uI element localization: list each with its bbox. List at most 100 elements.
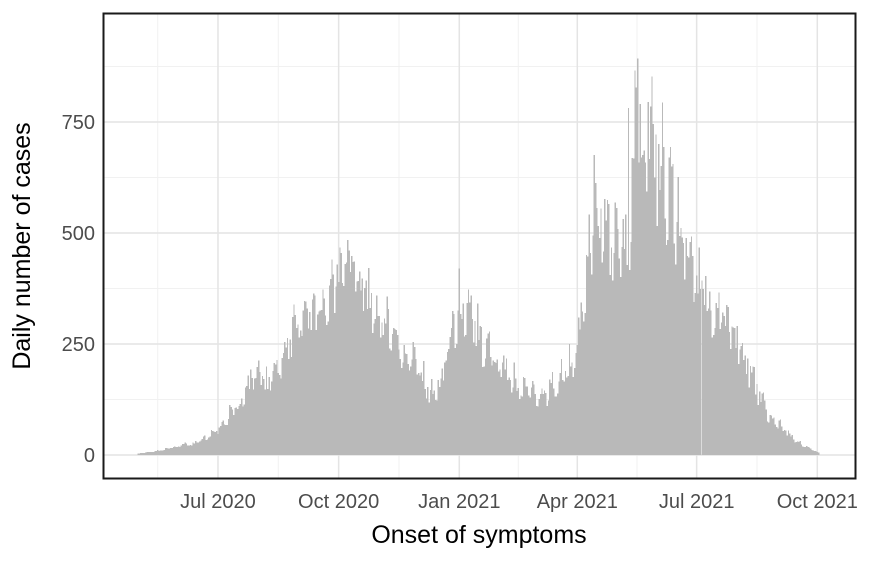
daily-case-bar (444, 362, 446, 455)
x-tick-label: Jul 2021 (659, 491, 735, 513)
daily-case-bar (539, 394, 542, 455)
daily-case-bar (438, 387, 441, 455)
daily-case-bar (703, 304, 706, 455)
daily-case-bar (138, 453, 140, 455)
daily-case-bar (651, 76, 653, 455)
daily-case-bar (255, 377, 257, 455)
daily-case-bar (162, 450, 164, 455)
daily-case-bar (289, 339, 291, 455)
daily-case-bar (265, 366, 268, 455)
daily-case-bar (142, 453, 144, 455)
daily-case-bar (621, 246, 623, 455)
daily-case-bar (642, 154, 644, 456)
daily-case-bar (470, 295, 472, 455)
daily-case-bar (328, 285, 331, 455)
daily-case-bar (166, 447, 168, 455)
daily-case-bar (783, 429, 786, 455)
daily-case-bar (174, 446, 176, 455)
daily-case-bar (769, 414, 771, 455)
daily-case-bar (592, 235, 594, 455)
daily-case-bar (175, 446, 177, 455)
daily-case-bar (445, 360, 447, 455)
daily-case-bar (248, 389, 251, 455)
daily-case-bar (699, 288, 702, 455)
daily-case-bar (327, 321, 329, 455)
daily-case-bar (176, 447, 178, 455)
daily-case-bar (415, 358, 417, 455)
daily-case-bar (537, 406, 539, 455)
daily-case-bar (200, 440, 202, 455)
daily-case-bar (800, 444, 803, 455)
daily-case-bar (811, 450, 813, 455)
daily-case-bar (529, 397, 531, 455)
daily-case-bar (432, 393, 434, 455)
daily-case-bar (538, 398, 540, 455)
daily-case-bar (210, 430, 213, 455)
daily-case-bar (609, 275, 611, 455)
daily-case-bar (403, 344, 405, 455)
daily-case-bar (209, 436, 211, 455)
daily-case-bar (192, 442, 194, 455)
daily-case-bar (433, 390, 436, 455)
daily-case-bar (723, 315, 725, 455)
daily-case-bar (722, 312, 724, 455)
daily-case-bar (541, 388, 543, 455)
daily-case-bar (473, 342, 475, 455)
y-tick-label: 750 (62, 112, 95, 134)
daily-case-bar (269, 390, 272, 455)
daily-case-bar (713, 335, 715, 455)
daily-case-bar (336, 264, 338, 455)
daily-case-bar (469, 302, 471, 455)
daily-case-bar (761, 393, 763, 455)
daily-case-bar (678, 236, 681, 455)
daily-case-bar (559, 373, 561, 455)
daily-case-bar (227, 418, 230, 455)
daily-case-bar (806, 445, 808, 455)
daily-case-bar (428, 402, 430, 455)
daily-case-bar (298, 337, 300, 455)
daily-case-bar (635, 87, 637, 456)
daily-case-bar (580, 302, 582, 455)
daily-case-bar (672, 164, 674, 455)
daily-case-bar (424, 389, 426, 455)
daily-case-bar (404, 353, 407, 455)
daily-case-bar (400, 368, 403, 455)
daily-case-bar (491, 365, 493, 455)
daily-case-bar (449, 337, 451, 455)
daily-case-bar (331, 259, 333, 455)
daily-case-bar (614, 202, 616, 455)
daily-case-bar (657, 144, 660, 455)
daily-case-bar (301, 336, 303, 455)
daily-case-bar (344, 263, 346, 455)
daily-case-bar (482, 367, 484, 455)
daily-case-bar (595, 182, 597, 456)
daily-case-bar (450, 327, 453, 455)
daily-case-bar (154, 451, 156, 455)
daily-case-bar (587, 256, 589, 455)
daily-case-bar (272, 370, 274, 455)
daily-case-bar (361, 278, 363, 455)
daily-case-bar (744, 355, 746, 455)
daily-case-bar (268, 376, 270, 455)
daily-case-bar (201, 439, 203, 455)
daily-case-bar (567, 376, 569, 455)
daily-case-bar (619, 277, 622, 455)
daily-case-bar (740, 346, 742, 455)
daily-case-bar (335, 286, 337, 455)
daily-case-bar (349, 271, 352, 455)
daily-case-bar (398, 349, 400, 455)
daily-case-bar (497, 371, 500, 455)
daily-case-bar (513, 362, 516, 455)
daily-case-bar (240, 398, 243, 455)
daily-case-bar (188, 445, 190, 455)
daily-case-bar (440, 378, 442, 455)
daily-case-bar (306, 308, 308, 455)
daily-case-bar (781, 426, 783, 455)
daily-case-bar (515, 378, 517, 455)
daily-case-bar (178, 446, 180, 455)
x-tick-label: Jan 2021 (418, 491, 500, 513)
daily-case-bar (778, 420, 780, 455)
daily-case-bar (727, 306, 729, 455)
daily-case-bar (141, 453, 143, 455)
